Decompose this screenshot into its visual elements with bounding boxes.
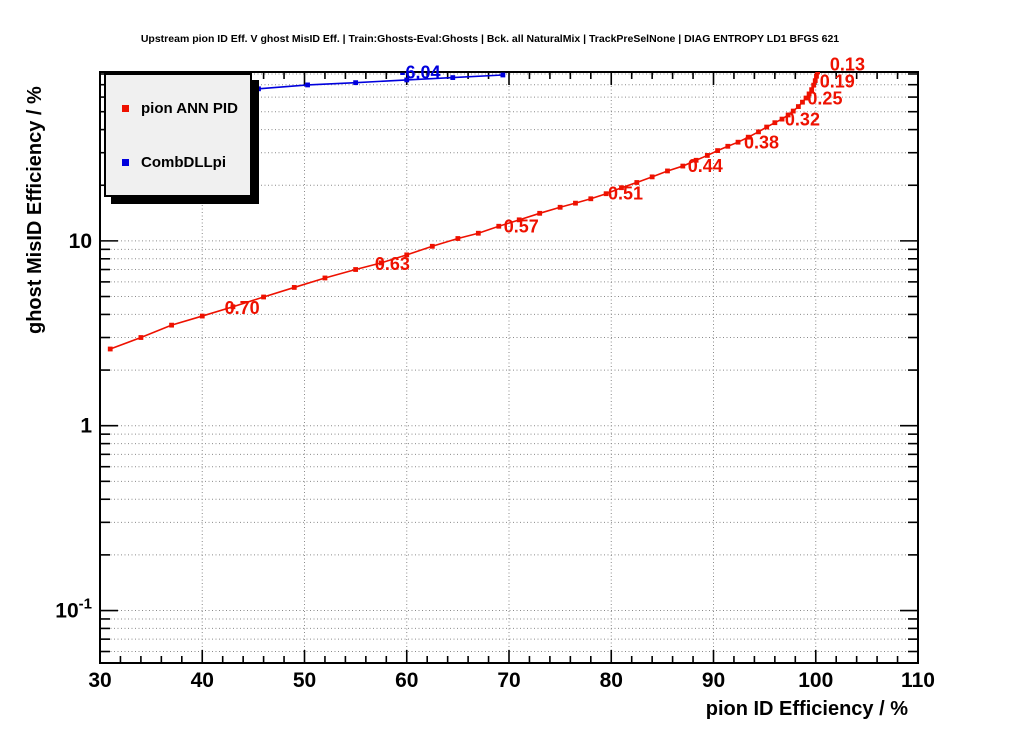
data-point bbox=[812, 78, 818, 84]
series-line bbox=[258, 74, 503, 90]
point-label: 0.44 bbox=[688, 156, 723, 176]
data-point bbox=[404, 77, 410, 83]
data-point bbox=[811, 82, 817, 88]
x-tick-label: 40 bbox=[191, 669, 214, 692]
data-point bbox=[785, 112, 791, 118]
x-tick-label: 100 bbox=[798, 669, 833, 692]
red-square-marker-icon bbox=[122, 104, 129, 112]
blue-square-marker-icon bbox=[122, 158, 129, 166]
data-point bbox=[588, 196, 594, 202]
data-point bbox=[815, 72, 820, 75]
x-tick-label: 30 bbox=[88, 669, 111, 692]
point-label: 0.57 bbox=[504, 216, 539, 236]
series-combdllpi bbox=[256, 72, 506, 92]
data-point bbox=[619, 185, 624, 191]
data-point bbox=[634, 180, 640, 185]
data-point bbox=[680, 163, 686, 169]
point-label: 0.32 bbox=[785, 110, 820, 130]
legend-entry-combdllpi: CombDLLpi bbox=[106, 154, 250, 171]
data-point bbox=[455, 236, 461, 241]
y-tick-label: 10-1 bbox=[55, 596, 92, 623]
data-point bbox=[450, 75, 456, 80]
data-point bbox=[573, 200, 578, 206]
x-tick-label: 70 bbox=[497, 669, 520, 692]
data-point bbox=[803, 95, 809, 101]
y-tick-label: 1 bbox=[80, 415, 92, 438]
y-axis-title: ghost MisID Efficiency / % bbox=[24, 86, 46, 334]
legend-label: CombDLLpi bbox=[141, 153, 226, 171]
data-point bbox=[138, 335, 144, 340]
data-point bbox=[291, 285, 297, 290]
data-point bbox=[693, 157, 699, 163]
x-tick-label: 90 bbox=[702, 669, 725, 692]
data-point bbox=[256, 86, 261, 92]
series-pion-ann-pid bbox=[107, 72, 820, 352]
x-tick-label: 50 bbox=[293, 669, 316, 692]
data-point bbox=[261, 294, 266, 300]
data-point bbox=[404, 252, 410, 258]
data-point bbox=[715, 148, 720, 153]
y-tick-label: 10 bbox=[69, 230, 92, 253]
point-label: 0.70 bbox=[225, 298, 260, 318]
data-point bbox=[809, 87, 815, 93]
data-point bbox=[322, 275, 328, 281]
data-point bbox=[378, 260, 384, 266]
legend-label: pion ANN PID bbox=[141, 99, 238, 117]
data-point bbox=[230, 304, 236, 310]
data-point bbox=[756, 129, 761, 135]
data-point bbox=[199, 313, 205, 319]
point-label: 0.25 bbox=[807, 89, 842, 109]
data-point bbox=[725, 143, 731, 149]
data-point bbox=[790, 108, 796, 114]
legend-entry-pion-ann-pid: pion ANN PID bbox=[106, 100, 250, 117]
data-point bbox=[537, 210, 543, 216]
plot-title: Upstream pion ID Eff. V ghost MisID Eff.… bbox=[140, 33, 840, 45]
data-point bbox=[649, 174, 655, 180]
data-point bbox=[772, 120, 778, 126]
x-tick-label: 80 bbox=[600, 669, 623, 692]
data-point bbox=[806, 91, 812, 97]
data-point bbox=[429, 243, 435, 249]
data-point bbox=[496, 223, 502, 229]
data-point bbox=[475, 230, 481, 236]
data-point bbox=[107, 346, 113, 352]
data-point bbox=[353, 80, 359, 86]
point-label: 0.19 bbox=[820, 72, 855, 92]
data-point bbox=[795, 104, 801, 109]
data-point bbox=[557, 204, 563, 210]
data-point bbox=[704, 153, 710, 158]
data-point bbox=[814, 73, 819, 79]
data-point bbox=[779, 116, 785, 122]
data-point bbox=[764, 124, 770, 130]
point-label: 0.13 bbox=[830, 55, 865, 75]
data-point bbox=[800, 99, 805, 105]
x-tick-label: 110 bbox=[901, 669, 935, 692]
point-label: 0.38 bbox=[744, 133, 779, 153]
data-point bbox=[603, 191, 609, 197]
point-label: 0.51 bbox=[608, 184, 643, 204]
data-point bbox=[735, 139, 741, 145]
data-point bbox=[169, 322, 174, 328]
data-point bbox=[500, 72, 506, 78]
legend-box: pion ANN PID CombDLLpi bbox=[104, 73, 252, 197]
point-label: 0.63 bbox=[375, 254, 410, 274]
data-point bbox=[516, 217, 522, 223]
data-point bbox=[353, 267, 359, 272]
data-point bbox=[665, 168, 670, 174]
x-tick-label: 60 bbox=[395, 669, 418, 692]
data-point bbox=[745, 134, 751, 140]
x-axis-title: pion ID Efficiency / % bbox=[705, 698, 908, 720]
point-label: -6.04 bbox=[400, 62, 441, 82]
data-point bbox=[305, 82, 310, 88]
